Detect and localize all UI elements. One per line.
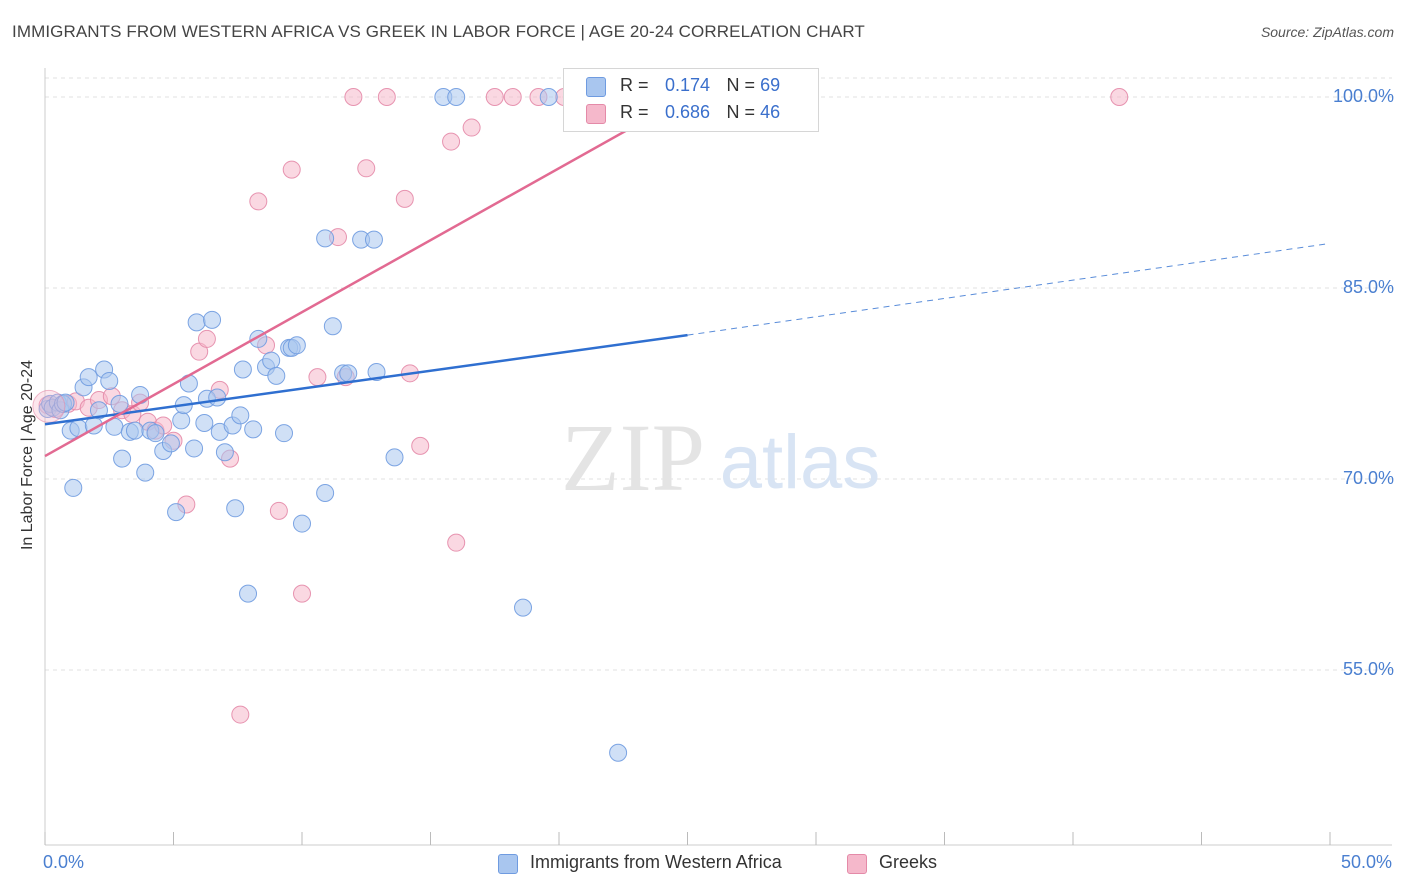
- western-africa-point: [323, 317, 342, 336]
- y-tick-label: 70.0%: [1342, 468, 1394, 488]
- x-tick-label-max: 50.0%: [1340, 852, 1392, 872]
- greek-point: [269, 501, 288, 520]
- western-africa-point: [267, 366, 286, 385]
- western-africa-point: [161, 434, 180, 453]
- western-africa-point: [287, 336, 306, 355]
- western-africa-point: [233, 360, 252, 379]
- western-africa-point: [203, 310, 222, 329]
- western-africa-point: [167, 503, 186, 522]
- greek-point: [282, 160, 301, 179]
- greek-cluster-point: [32, 389, 66, 423]
- western-africa-point: [172, 411, 191, 430]
- greek-point: [1110, 88, 1129, 106]
- greek-point: [395, 189, 414, 208]
- western-africa-point: [364, 230, 383, 249]
- western-africa-point: [239, 584, 258, 603]
- western-africa-point: [385, 448, 404, 467]
- legend-r-label: R =: [620, 102, 649, 122]
- western-africa-point: [215, 443, 234, 462]
- greek-point: [462, 118, 481, 137]
- legend-label: Immigrants from Western Africa: [530, 852, 782, 872]
- greek-point: [231, 705, 250, 724]
- western-africa-point: [262, 351, 281, 370]
- greek-point: [377, 88, 396, 106]
- western-africa-point: [100, 371, 119, 390]
- western-africa-point: [539, 88, 558, 106]
- western-africa-point: [187, 313, 206, 332]
- greek-point: [503, 88, 522, 106]
- western-africa-point: [125, 421, 144, 440]
- western-africa-point: [208, 388, 227, 407]
- western-africa-trend-line: [44, 333, 688, 426]
- legend-r-label: R =: [620, 75, 649, 95]
- legend-swatch-pink: [847, 854, 867, 874]
- western-africa-point: [514, 598, 533, 617]
- western-africa-point: [367, 363, 386, 382]
- legend-swatch-blue: [498, 854, 518, 874]
- western-africa-point: [64, 478, 83, 497]
- correlation-legend: R = 0.174 N = 69 R = 0.686 N = 46: [563, 68, 819, 132]
- western-africa-point: [110, 394, 129, 413]
- western-africa-point: [609, 743, 628, 762]
- chart-source: Source: ZipAtlas.com: [1260, 24, 1394, 40]
- western-africa-point: [275, 424, 294, 443]
- greek-point: [442, 132, 461, 151]
- y-tick-label: 100.0%: [1332, 86, 1394, 106]
- watermark-atlas: atlas: [720, 420, 881, 505]
- western-africa-point: [136, 463, 155, 482]
- western-africa-trend-extension: [687, 242, 1331, 336]
- western-africa-point: [316, 229, 335, 248]
- greek-point: [447, 533, 466, 552]
- western-africa-point: [185, 439, 204, 458]
- greek-point: [293, 584, 311, 603]
- western-africa-point: [195, 413, 214, 432]
- axes: [44, 68, 1392, 846]
- y-tick-label: 85.0%: [1342, 277, 1394, 297]
- greek-point: [308, 368, 327, 387]
- greek-point: [197, 329, 216, 348]
- western-africa-point: [79, 368, 98, 387]
- watermark-zip: ZIP: [561, 404, 705, 511]
- y-tick-label: 55.0%: [1342, 659, 1394, 679]
- legend-n-label: N =: [726, 102, 756, 122]
- western-africa-point: [244, 420, 263, 439]
- western-africa-point: [89, 401, 108, 420]
- greek-point: [249, 192, 268, 211]
- greek-point: [485, 88, 504, 106]
- trend-lines: [44, 77, 1331, 458]
- western-africa-point: [226, 499, 245, 518]
- western-africa-point: [339, 364, 358, 383]
- series-legend: Immigrants from Western Africa Greeks: [0, 852, 1406, 878]
- legend-n-label: N =: [726, 75, 756, 95]
- western-africa-point: [293, 514, 311, 533]
- legend-n-value: 46: [760, 102, 781, 122]
- western-africa-point: [113, 449, 132, 468]
- greek-point: [411, 436, 430, 455]
- legend-label: Greeks: [879, 852, 938, 872]
- legend-r-value: 0.686: [665, 102, 711, 122]
- western-africa-point: [447, 88, 466, 106]
- western-africa-point: [231, 406, 250, 425]
- legend-swatch-pink: [586, 104, 606, 124]
- legend-r-value: 0.174: [665, 75, 711, 95]
- greek-trend-line: [44, 77, 719, 458]
- chart-title: IMMIGRANTS FROM WESTERN AFRICA VS GREEK …: [12, 22, 865, 41]
- western-africa-point: [316, 484, 335, 503]
- x-tick-label-min: 0.0%: [43, 852, 85, 872]
- greek-point: [344, 88, 363, 106]
- legend-n-value: 69: [760, 75, 781, 95]
- western-africa-point: [56, 393, 75, 412]
- greek-point: [357, 159, 376, 178]
- legend-swatch-blue: [586, 77, 606, 97]
- watermark: ZIP atlas: [561, 404, 880, 511]
- western-africa-point: [146, 424, 165, 443]
